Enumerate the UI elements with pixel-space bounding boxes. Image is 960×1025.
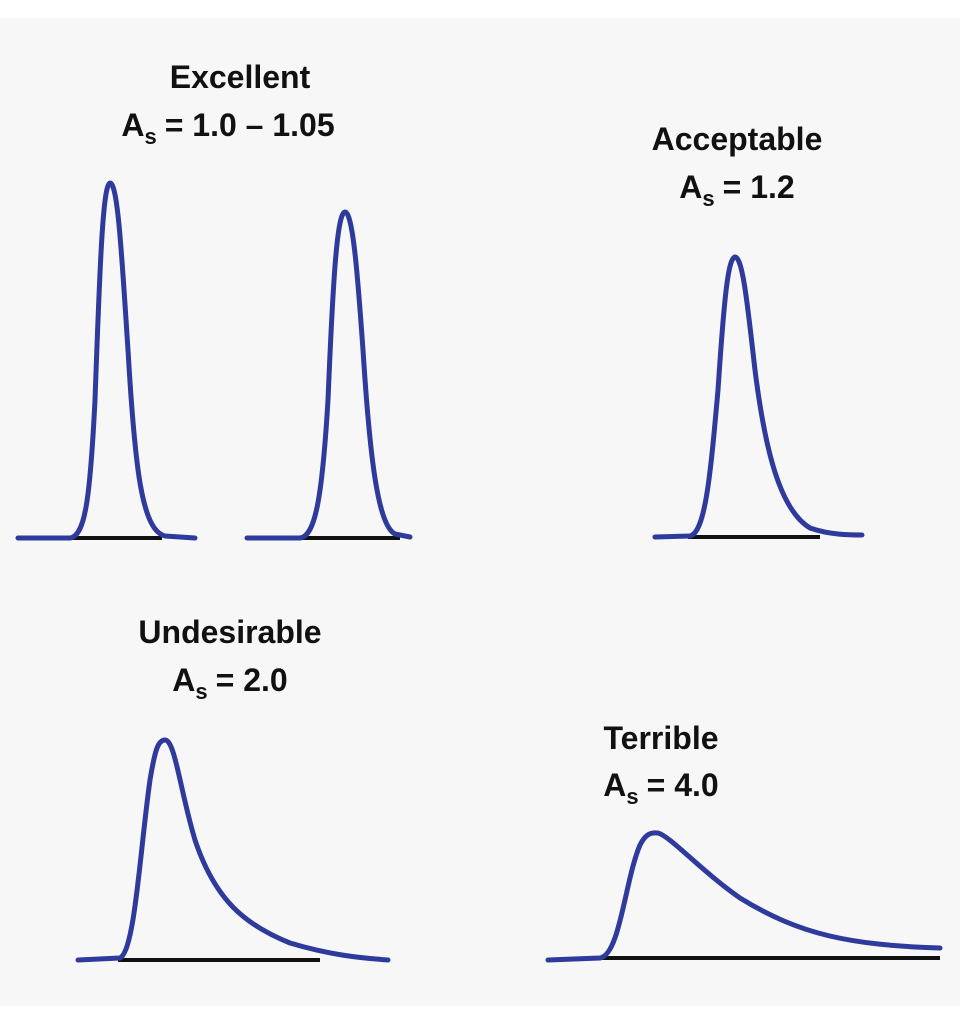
panel-title: Excellent xyxy=(170,59,311,95)
panel-value: As = 1.2 xyxy=(679,169,794,211)
peak xyxy=(244,209,413,541)
panel-title: Terrible xyxy=(604,720,719,756)
value: = 1.0 – 1.05 xyxy=(165,107,335,143)
peak xyxy=(15,180,198,541)
value: = 2.0 xyxy=(216,662,288,698)
value: = 4.0 xyxy=(647,767,719,803)
panel-value: As = 1.0 – 1.05 xyxy=(121,107,334,149)
panel-value: As = 2.0 xyxy=(172,662,287,704)
symbol: A xyxy=(121,107,144,143)
subscript: s xyxy=(195,679,207,704)
symbol: A xyxy=(172,662,195,698)
symbol: A xyxy=(679,169,702,205)
subscript: s xyxy=(626,784,638,809)
panel-title: Acceptable xyxy=(652,121,823,157)
symbol: A xyxy=(603,767,626,803)
background xyxy=(0,18,960,1006)
peak xyxy=(545,830,943,963)
subscript: s xyxy=(702,186,714,211)
panel-title: Undesirable xyxy=(138,614,321,650)
subscript: s xyxy=(144,124,156,149)
peak xyxy=(652,254,865,540)
peak xyxy=(75,737,391,963)
panel-value: As = 4.0 xyxy=(603,767,718,809)
value: = 1.2 xyxy=(723,169,795,205)
